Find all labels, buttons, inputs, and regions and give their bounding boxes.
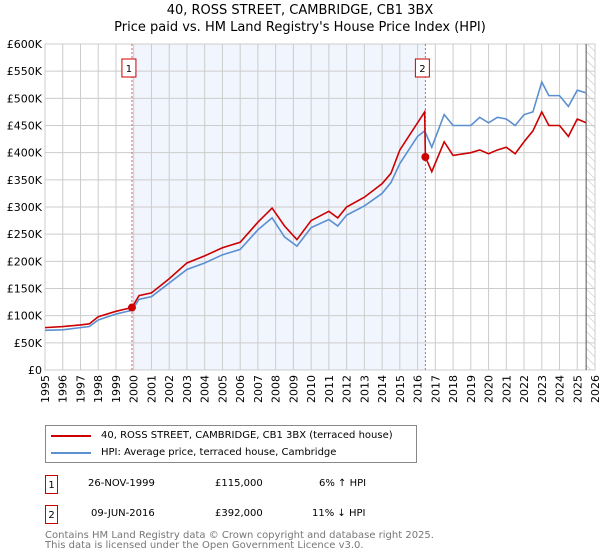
plot-border bbox=[44, 43, 596, 371]
y-tick-label: £450K bbox=[7, 120, 43, 133]
sale-hpi: 11% ↓ HPI bbox=[312, 508, 366, 519]
x-tick-label: 2014 bbox=[376, 375, 389, 403]
y-tick-label: £300K bbox=[7, 201, 43, 214]
x-tick-label: 2017 bbox=[429, 375, 442, 403]
y-tick-label: £100K bbox=[7, 310, 43, 323]
legend-label-property: 40, ROSS STREET, CAMBRIDGE, CB1 3BX (ter… bbox=[101, 430, 393, 441]
x-tick-label: 2007 bbox=[252, 375, 265, 403]
sale-label-box bbox=[414, 58, 430, 78]
y-tick-label: £600K bbox=[7, 38, 43, 51]
legend-label-hpi: HPI: Average price, terraced house, Camb… bbox=[101, 447, 337, 458]
footer: Contains HM Land Registry data © Crown c… bbox=[45, 531, 434, 551]
x-tick-label: 2016 bbox=[412, 375, 425, 403]
x-tick-label: 2025 bbox=[571, 375, 584, 403]
x-tick-label: 2005 bbox=[216, 375, 229, 403]
chart-subtitle: Price paid vs. HM Land Registry's House … bbox=[114, 20, 486, 35]
x-tick-label: 1999 bbox=[110, 375, 123, 403]
x-tick-label: 1998 bbox=[92, 375, 105, 403]
x-tick-label: 2002 bbox=[163, 375, 176, 403]
sale-badge: 2 bbox=[45, 505, 58, 524]
sale-badge: 1 bbox=[45, 475, 58, 494]
x-tick-label: 2019 bbox=[465, 375, 478, 403]
y-tick-label: £250K bbox=[7, 228, 43, 241]
x-tick-label: 1995 bbox=[39, 375, 52, 403]
sale-point bbox=[127, 303, 136, 312]
sale-label: 2 bbox=[419, 64, 425, 75]
chart-title: 40, ROSS STREET, CAMBRIDGE, CB1 3BX bbox=[166, 3, 434, 18]
y-tick-label: £550K bbox=[7, 65, 43, 78]
sale-point bbox=[421, 153, 430, 162]
x-tick-label: 2026 bbox=[589, 375, 600, 403]
sale-label: 1 bbox=[126, 64, 132, 75]
x-tick-label: 2024 bbox=[554, 375, 567, 403]
chart: 1995 1996 1997 1998 1999 2000 2001 2002 2003 2004… bbox=[7, 38, 600, 403]
x-tick-label: 2011 bbox=[323, 375, 336, 403]
x-tick-label: 2008 bbox=[270, 375, 283, 403]
footer-line: Contains HM Land Registry data © Crown c… bbox=[45, 530, 434, 541]
y-tick-label: £150K bbox=[7, 283, 43, 296]
x-tick-label: 2004 bbox=[199, 375, 212, 403]
property-price-line bbox=[44, 109, 587, 329]
x-tick-label: 2013 bbox=[358, 375, 371, 403]
x-tick-label: 2010 bbox=[305, 375, 318, 403]
x-tick-label: 2012 bbox=[341, 375, 354, 403]
x-tick-label: 2006 bbox=[234, 375, 247, 403]
x-tick-label: 2003 bbox=[181, 375, 194, 403]
y-tick-label: £50K bbox=[14, 337, 43, 350]
sale-price: £392,000 bbox=[215, 508, 263, 519]
sale-date: 09-JUN-2016 bbox=[91, 508, 155, 519]
x-tick-label: 2015 bbox=[394, 375, 407, 403]
sale-price: £115,000 bbox=[215, 478, 263, 489]
sale-label-box bbox=[121, 58, 137, 78]
x-tick-label: 2023 bbox=[536, 375, 549, 403]
sale-row: 1 26-NOV-1999 £115,000 6% ↑ HPI bbox=[45, 475, 445, 495]
legend-line-hpi bbox=[51, 451, 91, 454]
x-tick-label: 2020 bbox=[483, 375, 496, 403]
legend: 40, ROSS STREET, CAMBRIDGE, CB1 3BX (ter… bbox=[45, 425, 417, 463]
footer-line: This data is licensed under the Open Gov… bbox=[45, 540, 364, 551]
y-tick-label: £500K bbox=[7, 92, 43, 105]
x-tick-label: 2018 bbox=[447, 375, 460, 403]
y-tick-label: £400K bbox=[7, 147, 43, 160]
hpi-line bbox=[44, 79, 587, 332]
legend-line-property bbox=[51, 434, 91, 437]
x-tick-label: 2009 bbox=[287, 375, 300, 403]
y-tick-label: £0 bbox=[28, 364, 42, 377]
y-tick-label: £350K bbox=[7, 174, 43, 187]
x-tick-label: 2021 bbox=[500, 375, 513, 403]
sale-row: 2 09-JUN-2016 £392,000 11% ↓ HPI bbox=[45, 505, 445, 525]
x-tick-label: 1996 bbox=[57, 375, 70, 403]
x-tick-label: 2000 bbox=[128, 375, 141, 403]
sale-date: 26-NOV-1999 bbox=[88, 478, 155, 489]
sale-hpi: 6% ↑ HPI bbox=[319, 478, 367, 489]
y-tick-label: £200K bbox=[7, 255, 43, 268]
x-tick-label: 2022 bbox=[518, 375, 531, 403]
x-tick-label: 1997 bbox=[74, 375, 87, 403]
x-tick-label: 2001 bbox=[145, 375, 158, 403]
